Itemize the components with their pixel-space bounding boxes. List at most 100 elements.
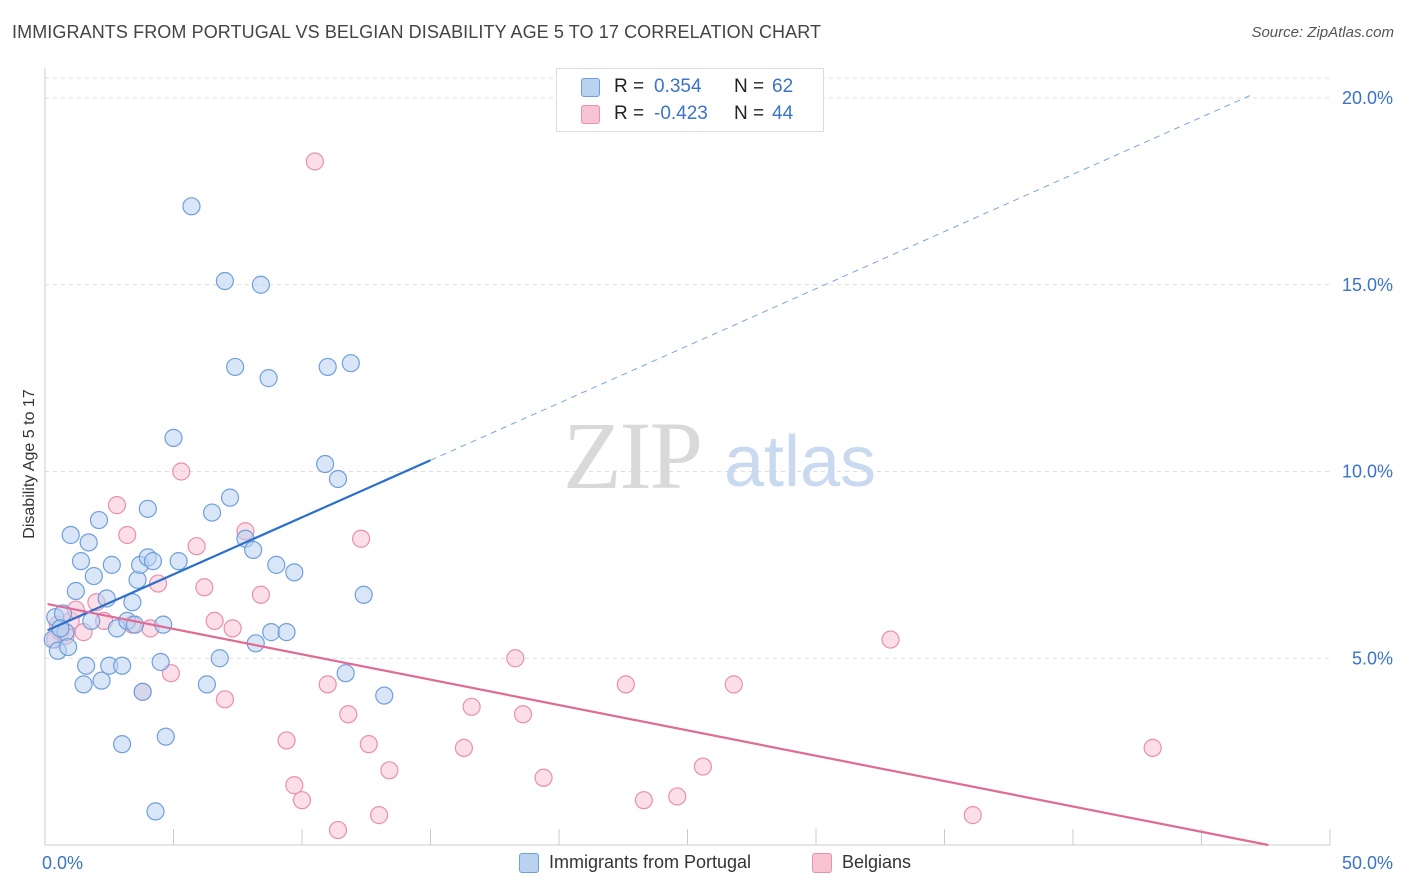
legend-n-label: N = — [734, 76, 765, 97]
legend-label-portugal: Immigrants from Portugal — [549, 852, 752, 872]
series-belgians — [46, 152, 1162, 840]
watermark: ZIP atlas — [563, 402, 876, 509]
data-point — [881, 630, 900, 649]
data-point — [84, 566, 103, 586]
data-point — [66, 581, 85, 601]
y-tick-label: 5.0% — [1352, 648, 1393, 668]
data-point — [143, 552, 163, 571]
data-point — [634, 791, 653, 810]
data-point — [380, 761, 399, 780]
data-point — [693, 757, 713, 776]
data-point — [318, 675, 337, 694]
series-legend: Immigrants from Portugal Belgians — [0, 852, 1406, 878]
chart-title: IMMIGRANTS FROM PORTUGAL VS BELGIAN DISA… — [12, 22, 822, 42]
legend-r-label: R = — [614, 76, 645, 97]
data-point — [151, 652, 170, 672]
axes — [44, 68, 1331, 846]
trend-line-portugal-extension — [430, 93, 1254, 461]
data-point — [359, 735, 378, 754]
x-tick-label: 50.0% — [1342, 853, 1393, 873]
legend-item-belgians: Belgians — [812, 852, 911, 873]
data-point — [138, 499, 157, 518]
data-point — [133, 682, 152, 701]
data-point — [513, 705, 533, 724]
legend-swatch-blue — [519, 852, 539, 873]
data-point — [267, 555, 286, 574]
data-point — [59, 637, 78, 657]
data-point — [370, 806, 389, 825]
trend-lines — [47, 93, 1269, 847]
data-point — [534, 768, 553, 787]
data-point — [462, 697, 481, 716]
data-point — [202, 503, 222, 522]
data-point — [205, 611, 224, 631]
y-tick-label: 15.0% — [1342, 275, 1393, 295]
legend-label-belgians: Belgians — [842, 852, 912, 872]
trend-line-belgians — [47, 603, 1269, 847]
series-immigrants-from-portugal — [43, 197, 394, 821]
legend-r-value: -0.423 — [654, 103, 708, 124]
legend-n-value: 62 — [772, 76, 794, 97]
legend-swatch-blue — [581, 77, 600, 97]
data-point — [79, 533, 98, 552]
data-point — [262, 623, 281, 642]
data-point — [724, 675, 743, 694]
data-point — [102, 555, 121, 574]
watermark-zip: ZIP — [563, 402, 701, 509]
data-point — [341, 354, 360, 373]
legend-item-portugal: Immigrants from Portugal — [519, 852, 751, 873]
data-point — [352, 529, 371, 548]
data-point — [259, 369, 278, 388]
legend-r-value: 0.354 — [654, 76, 702, 97]
x-tick-label: 0.0% — [42, 853, 83, 873]
data-point — [668, 787, 687, 806]
source-credit: Source: ZipAtlas.com — [1251, 24, 1394, 41]
data-point — [89, 510, 109, 530]
data-point — [354, 585, 373, 604]
y-tick-label: 10.0% — [1342, 462, 1393, 482]
legend-row-portugal: R = 0.354 N = 62 — [557, 74, 793, 100]
legend-n-label: N = — [734, 103, 765, 124]
data-point — [107, 496, 127, 515]
data-point — [328, 820, 348, 840]
data-point — [118, 525, 137, 545]
data-point — [506, 649, 525, 668]
data-point — [128, 570, 147, 589]
data-point — [616, 675, 635, 694]
data-point — [61, 525, 80, 545]
data-point — [169, 552, 188, 571]
data-point — [161, 664, 181, 683]
data-point — [963, 806, 982, 825]
correlation-legend: R = 0.354 N = 62 R = -0.423 N = 44 — [556, 68, 824, 132]
data-point — [328, 469, 348, 489]
data-point — [318, 357, 337, 377]
data-point — [195, 578, 214, 597]
data-point — [251, 275, 270, 294]
legend-swatch-pink — [581, 104, 600, 124]
data-point — [172, 462, 191, 481]
data-point — [251, 585, 270, 604]
data-point — [74, 675, 93, 694]
data-point — [125, 615, 145, 634]
data-point — [210, 649, 229, 668]
data-point — [197, 675, 217, 694]
data-point — [187, 537, 206, 556]
data-point — [223, 619, 242, 638]
legend-row-belgians: R = -0.423 N = 44 — [557, 101, 793, 127]
data-point — [336, 664, 355, 683]
legend-r-label: R = — [614, 103, 645, 124]
data-point — [277, 731, 296, 750]
data-point — [316, 454, 335, 474]
data-point — [112, 735, 132, 754]
data-point — [285, 776, 304, 795]
watermark-atlas: atlas — [724, 422, 876, 502]
data-point — [92, 671, 111, 690]
trend-line-portugal — [47, 459, 431, 632]
data-point — [77, 656, 96, 675]
data-point — [215, 271, 234, 291]
y-axis-label: Disability Age 5 to 17 — [21, 389, 38, 539]
data-point — [244, 540, 263, 560]
data-point — [156, 727, 175, 746]
data-point — [226, 357, 245, 377]
